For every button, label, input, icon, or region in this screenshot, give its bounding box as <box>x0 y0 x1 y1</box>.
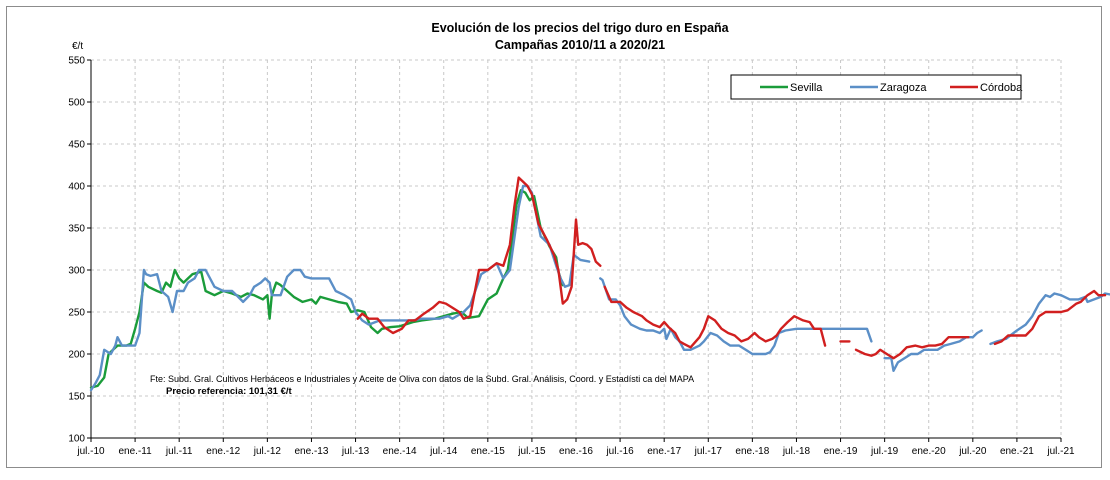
legend-label-zaragoza: Zaragoza <box>880 82 927 94</box>
series-lines <box>89 176 1110 392</box>
y-tick-label: 550 <box>68 56 85 67</box>
series-line-zaragoza-1 <box>599 277 873 356</box>
y-tick-label: 500 <box>68 98 85 109</box>
series-line-sevilla-0 <box>89 189 564 389</box>
series-line-córdoba-4 <box>993 289 1107 346</box>
y-tick-label: 100 <box>68 434 85 445</box>
x-tick-label: jul.-10 <box>76 446 105 457</box>
x-tick-label: jul.-14 <box>429 446 458 457</box>
x-tick-label: jul.-20 <box>958 446 987 457</box>
x-tick-label: ene.-14 <box>383 446 417 457</box>
chart-legend: Sevilla Zaragoza Córdoba <box>730 74 1023 100</box>
x-tick-label: jul.-13 <box>341 446 370 457</box>
grid-lines <box>91 59 1062 438</box>
x-tick-label: jul.-19 <box>870 446 899 457</box>
x-tick-label: ene.-17 <box>647 446 681 457</box>
x-tick-label: ene.-11 <box>118 446 152 457</box>
y-tick-label: 250 <box>68 308 85 319</box>
series-line-córdoba-3 <box>854 336 970 360</box>
chart-title: Evolución de los precios del trigo duro … <box>431 21 729 35</box>
x-tick-label: ene.-19 <box>824 446 858 457</box>
series-line-córdoba-0 <box>356 176 602 335</box>
y-tick-label: 150 <box>68 392 85 403</box>
series-line-zaragoza-3 <box>989 292 1110 346</box>
y-tick-label: 450 <box>68 140 85 151</box>
x-tick-label: ene.-13 <box>294 446 328 457</box>
x-tick-label: ene.-12 <box>206 446 240 457</box>
y-axis-label: €/t <box>72 41 83 52</box>
y-tick-label: 350 <box>68 224 85 235</box>
x-tick-label: ene.-20 <box>912 446 946 457</box>
x-tick-label: ene.-18 <box>735 446 769 457</box>
reference-price-note: Precio referencia: 101,31 €/t <box>166 386 293 397</box>
x-tick-label: ene.-15 <box>471 446 505 457</box>
x-tick-label: jul.-12 <box>253 446 282 457</box>
series-line-zaragoza-0 <box>89 184 591 392</box>
legend-label-córdoba: Córdoba <box>980 82 1023 94</box>
x-tick-label: jul.-17 <box>694 446 723 457</box>
x-tick-label: jul.-15 <box>517 446 546 457</box>
y-tick-label: 300 <box>68 266 85 277</box>
y-tick-label: 200 <box>68 350 85 361</box>
series-line-córdoba-1 <box>603 285 827 349</box>
x-tick-label: jul.-18 <box>782 446 811 457</box>
legend-label-sevilla: Sevilla <box>790 82 823 94</box>
x-tick-label: ene.-21 <box>1000 446 1034 457</box>
x-tick-label: jul.-11 <box>165 446 193 457</box>
source-note: Fte: Subd. Gral. Cultivos Herbáceos e In… <box>150 374 694 384</box>
axes <box>87 59 1062 442</box>
y-tick-labels: 100 150 200 250 300 350 400 450 500 550 <box>68 56 85 445</box>
chart-subtitle: Campañas 2010/11 a 2020/21 <box>495 38 665 52</box>
x-tick-label: jul.-16 <box>605 446 634 457</box>
x-tick-label: ene.-16 <box>559 446 593 457</box>
y-tick-label: 400 <box>68 182 85 193</box>
x-tick-label: jul.-21 <box>1046 446 1075 457</box>
x-tick-labels: jul.-10 ene.-11 jul.-11 ene.-12 jul.-12 ene.-… <box>76 446 1075 457</box>
